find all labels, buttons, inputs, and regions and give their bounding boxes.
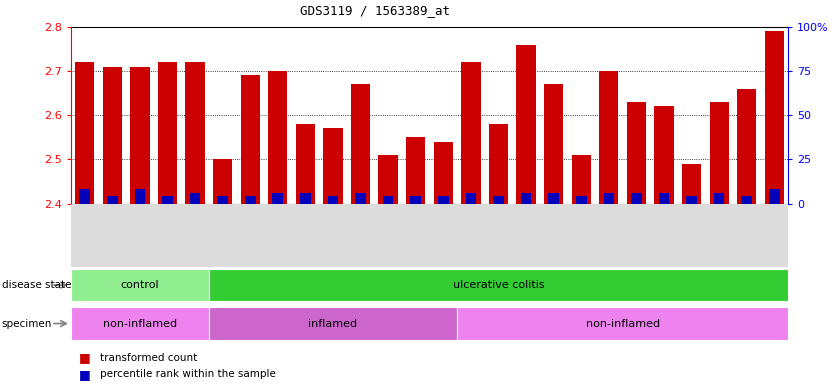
Text: inflamed: inflamed xyxy=(309,318,358,329)
Text: ■: ■ xyxy=(79,351,91,364)
Bar xyxy=(245,197,255,204)
Bar xyxy=(79,189,90,204)
Bar xyxy=(465,193,476,204)
Bar xyxy=(383,197,394,204)
Text: percentile rank within the sample: percentile rank within the sample xyxy=(100,369,276,379)
Bar xyxy=(379,155,398,204)
Bar xyxy=(134,189,145,204)
Text: control: control xyxy=(121,280,159,290)
Bar xyxy=(324,128,343,204)
Bar xyxy=(682,164,701,204)
Bar xyxy=(686,197,697,204)
Bar xyxy=(355,193,366,204)
Bar xyxy=(240,75,260,204)
Bar xyxy=(659,193,670,204)
Text: specimen: specimen xyxy=(2,318,52,329)
Bar xyxy=(631,193,641,204)
Bar xyxy=(599,71,619,204)
Bar xyxy=(544,84,563,204)
Text: non-inflamed: non-inflamed xyxy=(585,318,660,329)
Bar xyxy=(737,89,756,204)
Bar xyxy=(410,197,421,204)
Bar xyxy=(296,124,315,204)
Bar xyxy=(406,137,425,204)
Bar xyxy=(576,197,586,204)
Bar xyxy=(520,193,531,204)
Bar xyxy=(516,45,535,204)
Text: ■: ■ xyxy=(79,368,91,381)
Text: disease state: disease state xyxy=(2,280,71,290)
Bar xyxy=(158,62,177,204)
Bar xyxy=(627,102,646,204)
Bar xyxy=(655,106,674,204)
Bar xyxy=(75,62,94,204)
Bar xyxy=(218,197,228,204)
Text: ulcerative colitis: ulcerative colitis xyxy=(453,280,545,290)
Bar xyxy=(571,155,590,204)
Bar xyxy=(438,197,449,204)
Bar xyxy=(208,269,788,301)
Bar xyxy=(604,193,614,204)
Bar xyxy=(162,197,173,204)
Bar xyxy=(769,189,780,204)
Bar xyxy=(548,193,559,204)
Bar xyxy=(765,31,784,204)
Bar xyxy=(213,159,232,204)
Bar xyxy=(741,197,752,204)
Bar xyxy=(457,307,788,340)
Bar xyxy=(208,307,457,340)
Text: GDS3119 / 1563389_at: GDS3119 / 1563389_at xyxy=(300,4,450,17)
Bar xyxy=(273,193,283,204)
Bar xyxy=(300,193,311,204)
Bar xyxy=(710,102,729,204)
Bar xyxy=(489,124,508,204)
Bar xyxy=(269,71,288,204)
Bar xyxy=(714,193,725,204)
Bar xyxy=(103,66,122,204)
Bar xyxy=(130,66,149,204)
Bar xyxy=(185,62,204,204)
Bar xyxy=(189,193,200,204)
Text: transformed count: transformed count xyxy=(100,353,198,363)
Bar xyxy=(461,62,480,204)
Bar xyxy=(107,197,118,204)
Bar xyxy=(434,142,453,204)
Bar xyxy=(71,269,208,301)
Bar xyxy=(71,307,208,340)
Text: non-inflamed: non-inflamed xyxy=(103,318,177,329)
Bar xyxy=(493,197,504,204)
Bar xyxy=(328,197,339,204)
Bar xyxy=(351,84,370,204)
